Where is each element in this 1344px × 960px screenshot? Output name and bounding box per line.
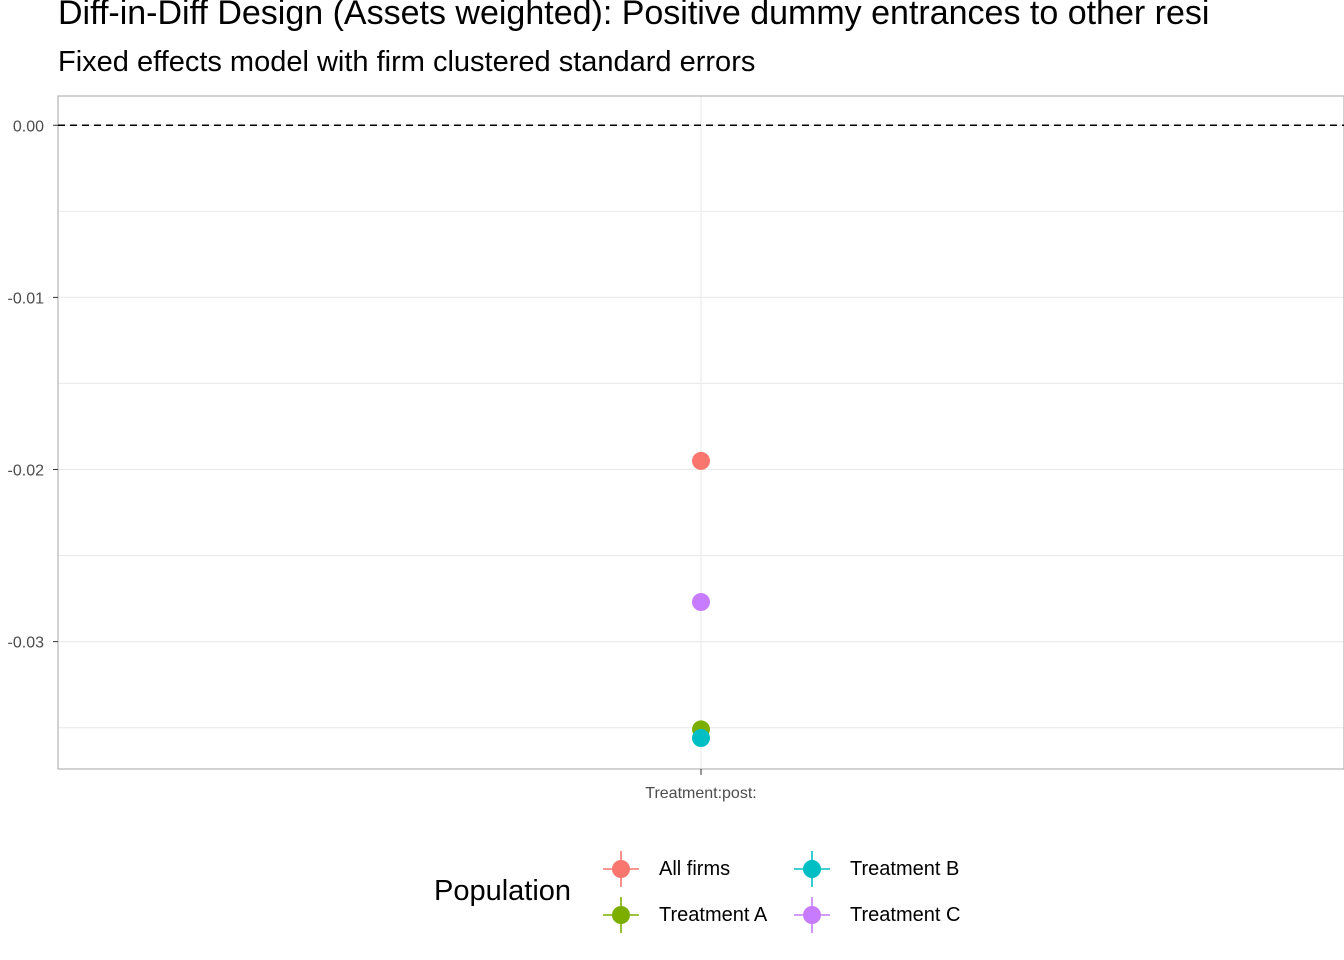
legend-item-treatment-b: Treatment B — [794, 849, 959, 889]
legend-item-treatment-c: Treatment C — [794, 895, 960, 935]
y-tick-label: -0.03 — [8, 635, 45, 652]
y-tick-label: -0.01 — [8, 290, 45, 307]
chart-title: Diff-in-Diff Design (Assets weighted): P… — [58, 0, 1210, 32]
data-points — [692, 451, 710, 748]
legend-key-treatment-a — [603, 897, 639, 933]
grid-lines — [58, 96, 1344, 769]
point-treatment-b — [692, 729, 710, 748]
point-all-firms — [692, 451, 710, 470]
legend-key-treatment-b — [794, 851, 830, 887]
chart-subtitle: Fixed effects model with firm clustered … — [58, 46, 756, 78]
legend-item-treatment-a: Treatment A — [603, 895, 767, 935]
legend-key-all-firms — [603, 851, 639, 887]
point-treatment-c — [692, 593, 710, 612]
legend-label: Treatment C — [850, 903, 961, 926]
legend-item-all-firms: All firms — [603, 849, 730, 889]
legend-title: Population — [434, 875, 572, 907]
legend-label: Treatment B — [850, 857, 960, 880]
legend-label: Treatment A — [659, 903, 768, 926]
x-tick-label: Treatment:post: — [645, 785, 756, 802]
y-tick-label: 0.00 — [13, 118, 44, 135]
y-tick-label: -0.02 — [8, 463, 45, 480]
axis-ticks: Treatment:post: 0.00 -0.01 -0.02 -0.03 — [8, 118, 757, 802]
legend-key-treatment-c — [794, 897, 830, 933]
legend-label: All firms — [659, 857, 731, 880]
